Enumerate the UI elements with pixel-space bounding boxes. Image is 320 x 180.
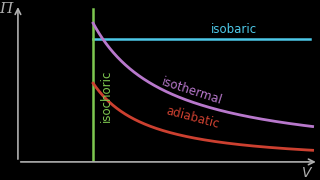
Text: isothermal: isothermal — [160, 75, 224, 107]
Text: isochoric: isochoric — [100, 69, 113, 122]
Text: adiabatic: adiabatic — [164, 104, 220, 131]
Text: isobaric: isobaric — [211, 23, 258, 36]
Text: V: V — [302, 166, 311, 180]
Text: Π: Π — [0, 2, 12, 16]
